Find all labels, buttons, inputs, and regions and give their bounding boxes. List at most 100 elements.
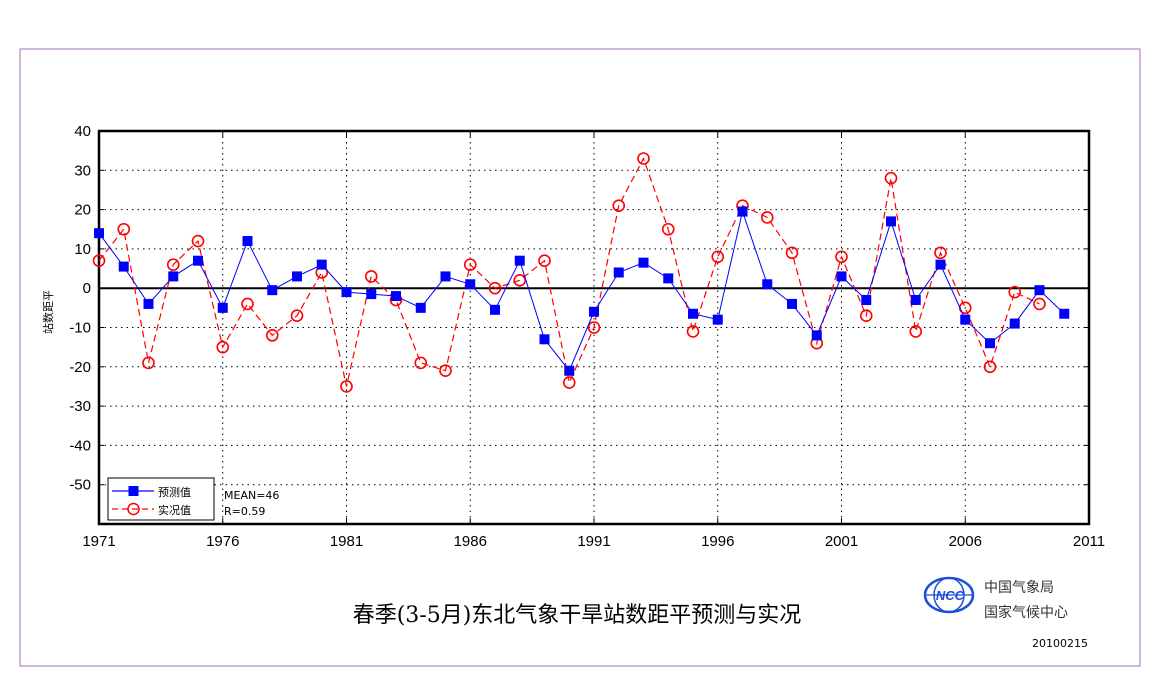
series-layer — [92, 152, 1070, 393]
forecast-point — [391, 291, 401, 302]
forecast-point — [168, 271, 179, 282]
forecast-point — [663, 273, 674, 284]
forecast-point — [366, 289, 377, 300]
observed-point — [265, 329, 279, 342]
forecast-point — [985, 338, 995, 349]
forecast-point — [415, 302, 426, 313]
observed-point — [216, 340, 230, 354]
forecast-point — [688, 308, 698, 319]
legend-observed-marker — [127, 502, 140, 516]
forecast-point — [94, 228, 104, 239]
forecast-point — [143, 298, 154, 309]
observed-point — [859, 309, 873, 323]
observed-point — [661, 222, 675, 236]
observed-point — [92, 254, 106, 267]
forecast-point — [440, 271, 451, 282]
forecast-point — [1059, 308, 1070, 319]
forecast-point — [490, 304, 500, 315]
forecast-point — [193, 255, 203, 266]
legend-box — [107, 477, 215, 521]
observed-point — [191, 234, 205, 248]
observed-point — [488, 281, 502, 295]
forecast-point — [292, 271, 302, 282]
observed-point — [1033, 297, 1046, 311]
x-tick-label: 1996 — [701, 533, 734, 550]
observed-point — [290, 309, 304, 323]
forecast-point — [316, 259, 327, 270]
observed-point — [340, 380, 353, 393]
observed-point — [785, 246, 799, 260]
observed-point — [1008, 285, 1022, 299]
chart-title: 春季(3-5月)东北气象干旱站数距平预测与实况 — [353, 603, 802, 628]
ncc-logo: NCC — [923, 576, 975, 614]
forecast-point — [465, 279, 476, 290]
observed-point — [364, 270, 378, 283]
forecast-point — [217, 302, 228, 313]
forecast-point — [811, 330, 822, 341]
mean-annotation: MEAN=46 — [224, 489, 279, 502]
legend-forecast-marker — [128, 486, 139, 496]
org-name-line1: 中国气象局 — [984, 580, 1054, 596]
forecast-point — [910, 294, 921, 305]
y-tick-label: 20 — [74, 202, 91, 219]
forecast-point — [787, 298, 797, 309]
observed-series-line — [98, 157, 1040, 387]
date-code: 20100215 — [1032, 637, 1088, 650]
x-tick-label: 2006 — [949, 533, 982, 550]
observed-point — [463, 258, 477, 271]
forecast-point — [514, 255, 525, 266]
observed-point — [835, 250, 848, 264]
forecast-point — [1009, 318, 1020, 329]
observed-point — [117, 222, 131, 236]
observed-point — [983, 360, 997, 374]
y-axis-label: 站数距平 — [41, 290, 55, 334]
observed-point — [513, 274, 527, 287]
forecast-point — [886, 216, 896, 227]
forecast-point — [861, 294, 872, 305]
forecast-point — [737, 206, 748, 217]
x-tick-label: 2011 — [1073, 533, 1105, 550]
axis-layer: 40 30 20 10 0 -10 -20 -30 -40 -50 1971 1976 1981 1986… — [69, 123, 1105, 550]
observed-point — [142, 356, 155, 370]
legend: 预测值 实况值 — [107, 477, 215, 521]
observed-point — [711, 250, 725, 264]
forecast-point — [589, 306, 599, 317]
x-tick-label: 1991 — [577, 533, 610, 550]
forecast-point — [539, 334, 550, 345]
observed-point — [538, 254, 551, 267]
outer-frame — [19, 48, 1141, 667]
r-annotation: R=0.59 — [224, 505, 265, 518]
observed-point — [414, 356, 428, 370]
observed-point — [439, 364, 452, 378]
y-tick-label: 30 — [74, 162, 91, 179]
y-tick-label: -30 — [69, 398, 91, 415]
forecast-point — [712, 314, 723, 325]
y-tick-label: -10 — [69, 320, 91, 337]
forecast-point — [564, 365, 575, 376]
forecast-point — [960, 314, 971, 325]
observed-point — [909, 325, 923, 338]
y-tick-label: 10 — [74, 241, 91, 258]
y-tick-label: 0 — [83, 280, 91, 297]
forecast-point — [638, 257, 649, 268]
observed-point — [760, 211, 774, 224]
y-tick-label: 40 — [74, 123, 91, 140]
x-tick-label: 1971 — [82, 533, 115, 550]
y-tick-label: -40 — [69, 437, 91, 454]
observed-point — [587, 321, 601, 334]
observed-point — [934, 246, 947, 260]
x-tick-label: 1981 — [330, 533, 363, 550]
forecast-point — [935, 259, 946, 270]
forecast-point — [118, 261, 129, 272]
org-name-line2: 国家气候中心 — [984, 604, 1068, 621]
y-tick-label: -20 — [69, 359, 91, 376]
logo-text: NCC — [936, 588, 965, 603]
observed-point — [166, 258, 180, 271]
y-tick-label: -50 — [69, 477, 91, 494]
observed-point — [241, 297, 254, 311]
observed-point — [884, 171, 898, 185]
observed-point — [637, 152, 650, 165]
forecast-point — [836, 271, 847, 282]
observed-point — [562, 376, 576, 389]
